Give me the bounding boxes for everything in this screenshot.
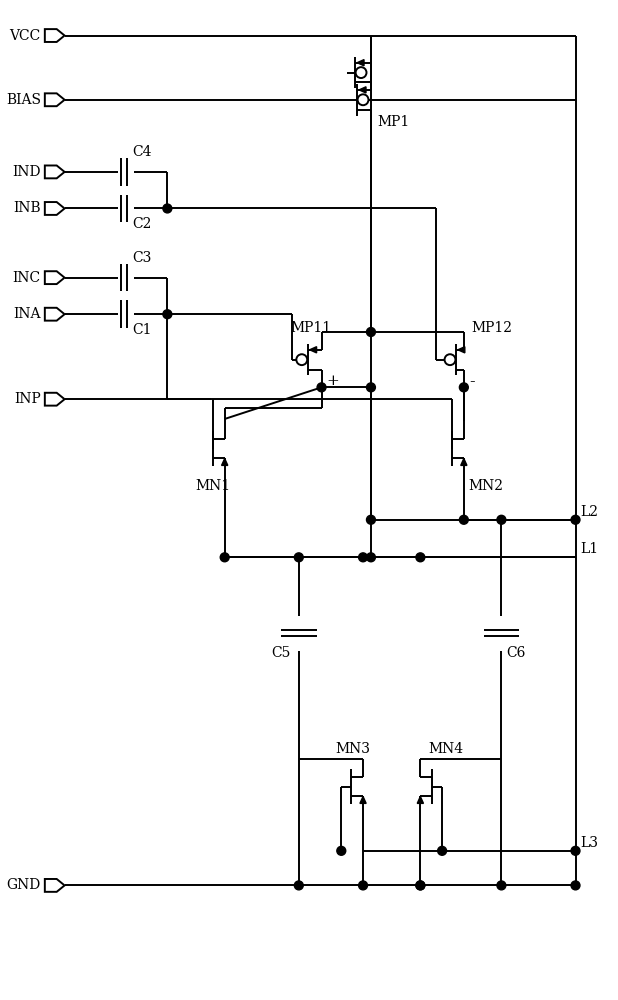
Circle shape <box>497 515 506 524</box>
Polygon shape <box>359 87 366 93</box>
Circle shape <box>163 310 172 319</box>
Polygon shape <box>45 393 65 406</box>
Circle shape <box>358 881 368 890</box>
Text: +: + <box>326 374 339 388</box>
Text: INP: INP <box>14 392 41 406</box>
Circle shape <box>459 383 468 392</box>
Circle shape <box>459 515 468 524</box>
Circle shape <box>220 553 229 562</box>
Circle shape <box>317 383 326 392</box>
Circle shape <box>438 846 447 855</box>
Circle shape <box>571 515 580 524</box>
Circle shape <box>358 553 368 562</box>
Text: VCC: VCC <box>10 29 41 43</box>
Text: MN3: MN3 <box>336 742 371 756</box>
Text: INA: INA <box>14 307 41 321</box>
Circle shape <box>416 881 425 890</box>
Circle shape <box>297 354 307 365</box>
Polygon shape <box>310 347 316 353</box>
Text: MP11: MP11 <box>290 321 331 335</box>
Polygon shape <box>45 165 65 178</box>
Text: C6: C6 <box>506 646 526 660</box>
Text: MN1: MN1 <box>195 479 231 493</box>
Circle shape <box>416 553 425 562</box>
Polygon shape <box>461 458 467 465</box>
Polygon shape <box>45 271 65 284</box>
Text: C1: C1 <box>132 323 151 337</box>
Text: L1: L1 <box>580 542 599 556</box>
Text: MN4: MN4 <box>428 742 464 756</box>
Polygon shape <box>360 796 366 803</box>
Polygon shape <box>45 202 65 215</box>
Circle shape <box>497 881 506 890</box>
Polygon shape <box>45 879 65 892</box>
Polygon shape <box>222 458 228 465</box>
Circle shape <box>571 881 580 890</box>
Circle shape <box>444 354 455 365</box>
Circle shape <box>358 94 368 105</box>
Text: BIAS: BIAS <box>6 93 41 107</box>
Polygon shape <box>45 93 65 106</box>
Text: INB: INB <box>13 201 41 215</box>
Polygon shape <box>417 796 423 803</box>
Text: -: - <box>469 373 475 390</box>
Text: C5: C5 <box>271 646 290 660</box>
Circle shape <box>366 328 375 336</box>
Text: L2: L2 <box>580 505 598 519</box>
Polygon shape <box>357 60 364 66</box>
Polygon shape <box>45 29 65 42</box>
Circle shape <box>337 846 345 855</box>
Circle shape <box>355 67 366 78</box>
Circle shape <box>366 515 375 524</box>
Circle shape <box>366 553 375 562</box>
Circle shape <box>366 383 375 392</box>
Circle shape <box>571 846 580 855</box>
Polygon shape <box>458 347 465 353</box>
Text: IND: IND <box>12 165 41 179</box>
Text: C4: C4 <box>132 145 151 159</box>
Text: MN2: MN2 <box>469 479 504 493</box>
Text: C2: C2 <box>132 217 151 231</box>
Polygon shape <box>45 308 65 321</box>
Circle shape <box>294 553 303 562</box>
Circle shape <box>163 204 172 213</box>
Text: GND: GND <box>7 878 41 892</box>
Circle shape <box>294 881 303 890</box>
Text: C3: C3 <box>132 251 151 265</box>
Text: MP1: MP1 <box>377 115 409 129</box>
Circle shape <box>416 881 425 890</box>
Text: MP12: MP12 <box>472 321 513 335</box>
Text: L3: L3 <box>580 836 598 850</box>
Text: INC: INC <box>13 271 41 285</box>
